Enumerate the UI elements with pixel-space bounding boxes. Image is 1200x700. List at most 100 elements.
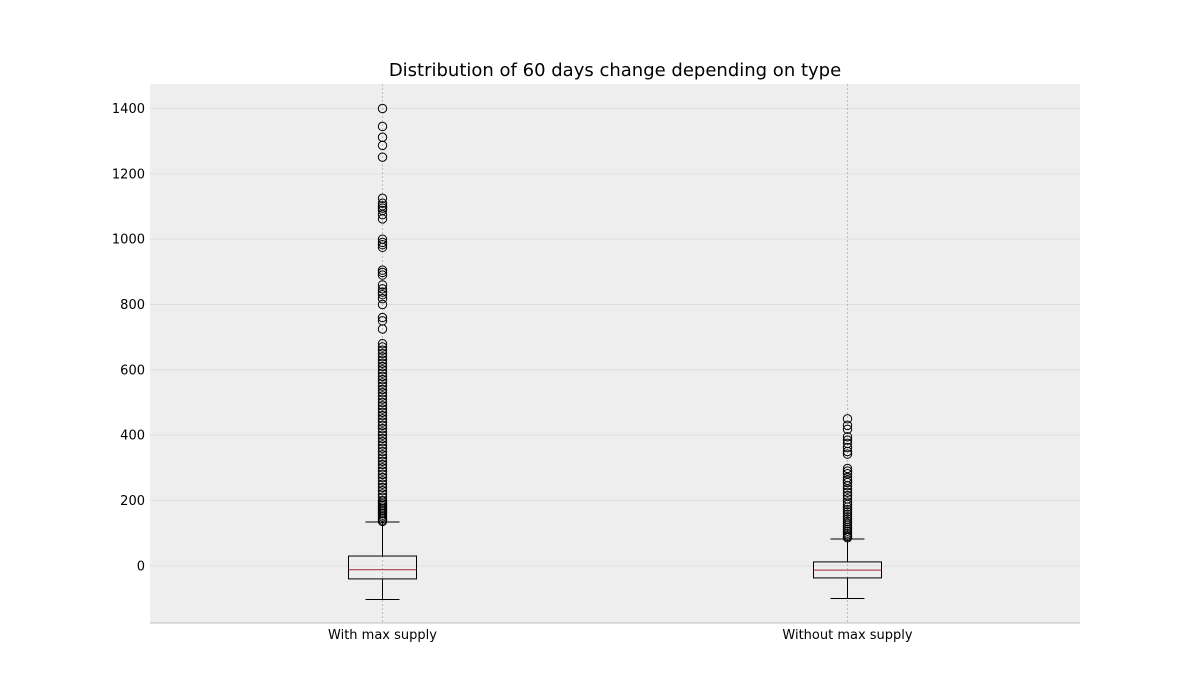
outlier-point [842, 487, 853, 498]
outlier-point [377, 453, 388, 463]
outlier-point [842, 424, 853, 434]
outlier-point [842, 414, 853, 424]
outlier-point [377, 401, 388, 411]
chart-title: Distribution of 60 days change depending… [389, 60, 841, 81]
y-tick-label: 600 [120, 363, 145, 378]
outlier-point [377, 237, 388, 248]
outlier-point [842, 432, 853, 442]
outlier-point [842, 499, 853, 510]
outlier-point [377, 324, 388, 334]
outlier-point [377, 443, 388, 453]
outlier-point [842, 481, 853, 491]
outlier-point [377, 459, 388, 470]
outlier-point [377, 352, 388, 362]
outlier-point [842, 504, 853, 515]
outlier-point [377, 384, 388, 395]
outlier-point [377, 203, 388, 213]
outlier-point [842, 463, 853, 474]
outlier-point [377, 407, 388, 417]
outlier-point [377, 469, 388, 480]
outlier-point [377, 368, 388, 378]
outlier-point [377, 472, 388, 483]
outlier-point [377, 433, 388, 444]
outlier-point [377, 240, 388, 250]
outlier-point [377, 355, 388, 365]
x-tick-label: Without max supply [782, 628, 913, 643]
outlier-point [842, 484, 853, 494]
outlier-point [842, 509, 853, 519]
outlier-point [377, 267, 388, 278]
outlier-point [377, 466, 388, 476]
outlier-point [377, 404, 388, 414]
outlier-point [377, 391, 388, 401]
outlier-point [842, 507, 853, 517]
outlier-point [377, 463, 388, 473]
outlier-point [377, 290, 388, 300]
outlier-point [842, 435, 853, 445]
outlier-point [377, 265, 388, 275]
outlier-point [377, 361, 388, 372]
outlier-point [377, 270, 388, 280]
outlier-point [842, 497, 853, 507]
outlier-point [377, 342, 388, 352]
y-tick-label: 0 [137, 559, 145, 574]
iqr-box [348, 555, 417, 580]
outlier-point [377, 482, 388, 493]
outlier-point [842, 466, 853, 476]
outlier-point [377, 214, 388, 224]
outlier-point [377, 103, 388, 114]
outlier-point [377, 345, 388, 355]
box-group [348, 103, 417, 600]
y-tick-label: 400 [120, 429, 145, 444]
outlier-point [842, 477, 853, 488]
outlier-point [377, 358, 388, 368]
x-axis: With max supply Without max supply [150, 622, 1080, 643]
outlier-point [377, 378, 388, 388]
outlier-point [377, 374, 388, 385]
boxes [348, 103, 882, 600]
outlier-point [377, 486, 388, 496]
outlier-point [377, 242, 388, 253]
outlier-point [377, 440, 388, 450]
outlier-point [377, 410, 388, 421]
outlier-point [377, 430, 388, 440]
outlier-point [377, 348, 388, 359]
y-tick-label: 200 [120, 494, 145, 509]
outlier-point [377, 312, 388, 323]
outlier-point [377, 414, 388, 424]
y-axis: 0 200 400 600 800 1000 1200 1400 [112, 102, 145, 574]
box-group [813, 414, 882, 599]
outlier-point [377, 140, 388, 151]
y-tick-label: 800 [120, 298, 145, 313]
outlier-point [377, 479, 388, 489]
outlier-point [377, 381, 388, 391]
outlier-point [377, 437, 388, 447]
outlier-point [377, 299, 388, 310]
outlier-point [377, 371, 388, 382]
outlier-point [377, 152, 388, 162]
outlier-point [377, 280, 388, 290]
outlier-point [842, 449, 853, 459]
outlier-point [377, 427, 388, 437]
outlier-point [842, 533, 853, 543]
y-tick-label: 1200 [112, 167, 145, 182]
outlier-point [377, 417, 388, 427]
outlier-point [377, 423, 388, 434]
x-tick-label: With max supply [328, 628, 437, 643]
outlier-point [377, 450, 388, 460]
outlier-point [377, 198, 388, 208]
outlier-point [377, 516, 388, 527]
outlier-point [377, 121, 388, 132]
outlier-point [842, 502, 853, 512]
outlier-point [377, 456, 388, 466]
outlier-point [377, 193, 388, 204]
y-tick-label: 1000 [112, 233, 145, 248]
outlier-point [842, 420, 853, 431]
outlier-point [377, 476, 388, 486]
outlier-point [377, 293, 388, 304]
outlier-point [377, 209, 388, 220]
outlier-point [377, 284, 388, 294]
outlier-point [377, 420, 388, 431]
